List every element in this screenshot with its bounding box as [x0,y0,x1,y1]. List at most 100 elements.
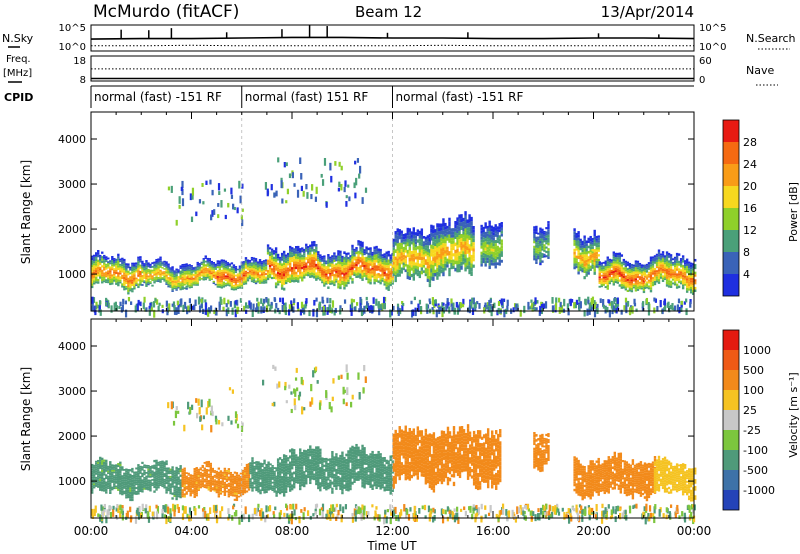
rti-cell [169,277,172,280]
rti-cell [211,477,214,480]
rti-cell [123,479,126,482]
rti-cell [659,262,663,265]
rti-cell [91,483,94,486]
rti-cell [270,301,273,306]
rti-cell [691,277,695,281]
rti-cell [157,461,160,464]
rti-cell [159,469,162,472]
rti-cell [234,278,238,280]
rti-cell [410,257,413,261]
rti-cell [657,251,661,255]
rti-cell [612,278,615,281]
rti-cell [653,278,657,281]
rti-cell [230,272,234,275]
rti-cell [288,254,292,258]
rti-cell [168,303,171,311]
rti-cell [171,466,174,469]
rti-cell [183,467,186,470]
rti-cell [129,494,132,497]
rti-cell [183,478,186,481]
rti-cell [230,268,234,271]
rti-cell [93,486,96,489]
rti-cell [143,469,146,472]
rti-cell [394,238,397,242]
rti-cell [624,271,628,274]
rti-cell [436,247,439,252]
rti-cell [260,272,264,274]
rti-cell [537,244,540,247]
rti-cell [408,239,411,244]
rti-cell [632,271,636,274]
rti-cell [387,265,390,269]
rti-cell [410,234,413,238]
rti-cell [137,265,140,268]
rti-cell [224,271,228,274]
rti-cell [143,271,146,274]
rti-cell [620,254,624,257]
rti-cell [191,479,194,481]
y-tick-label: 2000 [58,223,86,236]
rti-cell [292,306,295,313]
rti-cell [137,258,140,262]
rti-cell [608,282,611,285]
rti-cell [264,266,268,268]
nsky-tick-top-left: 10^5 [59,23,86,34]
rti-cell [573,248,576,252]
rti-cell [167,266,170,269]
rti-cell [161,277,164,279]
rti-cell [573,239,576,243]
rti-cell [632,285,636,287]
rti-cell [651,281,655,284]
rti-cell [402,241,405,245]
rti-cell [295,256,298,259]
rti-cell [216,273,220,276]
rti-cell [400,255,403,259]
rti-cell [242,279,246,282]
rti-cell [657,261,661,265]
rti-cell [472,225,475,230]
rti-cell [165,266,168,269]
rti-cell [200,269,203,272]
rti-cell [389,268,392,271]
rti-cell [133,486,136,489]
rti-cell [195,492,198,495]
rti-cell [297,256,300,260]
rti-cell [585,268,588,272]
rti-cell [537,249,540,252]
rti-cell [149,282,152,285]
rti-cell [280,273,284,277]
rti-cell [141,474,144,478]
rti-cell [624,286,628,289]
rti-cell [145,279,148,282]
rti-cell [222,269,226,272]
rti-cell [665,269,669,272]
rti-cell [345,264,348,268]
rti-cell [266,298,270,304]
rti-cell [199,468,202,471]
rti-cell [353,250,356,253]
rti-cell [681,282,685,285]
rti-cell [317,275,320,278]
rti-cell [486,228,489,232]
rti-cell [97,266,100,270]
rti-cell [161,262,164,265]
rti-cell [545,246,548,249]
rti-cell [232,277,236,280]
rti-cell [224,282,228,285]
rti-cell [377,280,380,283]
rti-cell [252,277,256,280]
cpid-segment-label: normal (fast) -151 RF [94,90,222,104]
rti-cell [115,269,118,272]
rti-cell [121,477,124,480]
rti-cell [432,237,435,242]
rti-cell [450,244,453,248]
rti-cell [435,309,438,318]
rti-cell [185,263,188,266]
rti-cell [153,278,156,281]
rti-cell [442,218,445,223]
rti-cell [236,274,240,277]
rti-cell [213,480,217,483]
rti-cell [633,298,636,305]
rti-cell [543,244,546,247]
rti-cell [677,280,681,284]
